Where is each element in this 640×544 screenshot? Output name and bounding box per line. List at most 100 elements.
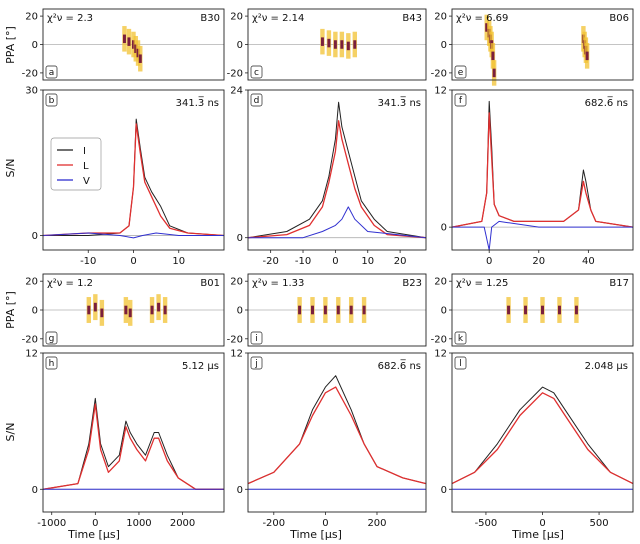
ppa-point [340, 40, 344, 49]
burst-label: B01 [200, 278, 220, 289]
panel-B17: 20 0 -20 χ²ν = 1.25 B17 k 12 0 -500 0 500 2.048 μs l [431, 273, 634, 529]
sn-axis-label-top: S/N [4, 159, 17, 178]
ppa-point [323, 305, 327, 315]
legend-box [50, 137, 102, 191]
ppa-axis-label-bottom: PPA [°] [4, 291, 17, 329]
xtick-label: 0 [332, 256, 338, 267]
sn-frame [247, 352, 427, 513]
xtick-label: 0 [92, 518, 98, 529]
resolution-label: 682.6̅ ns [585, 96, 628, 109]
panel-B06: 20 0 -20 χ²ν = 6.69 B06 e 12 0 0 20 40 682.6̅ ns f [431, 8, 634, 267]
ppa-point [362, 305, 366, 315]
legend: ILV [50, 137, 102, 191]
sn-letter-box [45, 356, 58, 370]
ppa-point [150, 305, 154, 315]
ppa-ytick-label: -20 [227, 334, 243, 345]
chi-square-label: χ²ν = 2.14 [252, 13, 304, 24]
xtick-label: 0 [539, 518, 545, 529]
legend-label-V: V [83, 176, 90, 187]
xtick-label: -1000 [37, 518, 66, 529]
xtick-label: 20 [394, 256, 407, 267]
xtick-label: -20 [262, 256, 278, 267]
ppa-panel-letter: k [458, 334, 464, 344]
xtick-label: -10 [80, 256, 96, 267]
ppa-point [138, 54, 142, 63]
sn-ytick-label: 12 [434, 349, 447, 360]
sn-ytick-label: 0 [441, 223, 447, 234]
sn-ytick-label: 24 [230, 86, 243, 97]
ppa-ytick-label: 20 [434, 12, 447, 23]
ppa-ytick-label: -20 [22, 68, 38, 79]
series-V [42, 232, 224, 239]
xtick-label: 40 [582, 256, 595, 267]
sn-panel-letter: l [459, 359, 462, 369]
ppa-point [574, 305, 578, 315]
sn-letter-box [454, 356, 467, 370]
ppa-ytick-label: 0 [237, 306, 243, 317]
ppa-point [163, 305, 167, 315]
ppa-ytick-label: 20 [434, 277, 447, 288]
ppa-letter-box [45, 65, 58, 79]
sn-ytick-label: 12 [434, 86, 447, 97]
sn-frame [247, 89, 427, 251]
ppa-point [100, 308, 104, 318]
sn-ytick-label: 30 [25, 86, 38, 97]
xtick-label: -10 [295, 256, 311, 267]
series-L [247, 386, 427, 485]
sn-ytick-label: 12 [25, 349, 38, 360]
chi-square-label: χ²ν = 6.69 [456, 13, 508, 24]
ppa-ytick-label: 0 [441, 40, 447, 51]
ppa-letter-box [250, 331, 263, 345]
resolution-label: 682.6̅ ns [378, 359, 421, 372]
sn-ytick-label: 0 [237, 485, 243, 496]
ppa-letter-box [250, 65, 263, 79]
ppa-point [93, 302, 97, 312]
ppa-point [128, 308, 132, 318]
series-V [452, 220, 633, 251]
ppa-point [320, 37, 324, 46]
series-I [451, 100, 634, 228]
burst-label: B06 [609, 13, 629, 24]
burst-label: B43 [402, 13, 422, 24]
chi-square-label: χ²ν = 1.25 [456, 278, 508, 289]
series-I [42, 397, 224, 490]
sn-letter-box [250, 356, 263, 370]
ppa-panel-letter: i [255, 334, 258, 344]
sn-axis-label-bottom: S/N [4, 423, 17, 442]
ppa-ytick-label: 0 [32, 40, 38, 51]
xtick-label: 200 [367, 518, 386, 529]
resolution-label: 341.3̅ ns [378, 96, 421, 109]
ppa-panel-letter: c [254, 68, 259, 78]
legend-label-L: L [83, 161, 89, 172]
ppa-letter-box [45, 331, 58, 345]
ppa-point [485, 23, 489, 32]
sn-frame [42, 352, 225, 513]
ppa-ytick-label: -20 [227, 68, 243, 79]
series-I [247, 101, 427, 239]
sn-letter-box [454, 93, 467, 107]
burst-label: B23 [402, 278, 422, 289]
series-L [247, 120, 427, 239]
series-V [248, 206, 427, 239]
ppa-ytick-label: -20 [22, 334, 38, 345]
sn-panel-letter: j [254, 359, 258, 369]
ppa-point [346, 41, 350, 51]
ppa-panel-letter: a [49, 68, 55, 78]
xtick-label: 0 [486, 256, 492, 267]
series-L [42, 123, 225, 237]
sn-letter-box [45, 93, 58, 107]
xtick-label: 500 [590, 518, 609, 529]
ppa-point [524, 305, 528, 315]
ppa-point [124, 305, 128, 315]
series-I [247, 375, 427, 485]
ppa-point [557, 305, 561, 315]
ppa-point [157, 302, 161, 312]
xtick-label: 0 [130, 256, 136, 267]
ppa-point [541, 305, 544, 315]
panel-B01: 20 0 -20 χ²ν = 1.2 B01 g 12 0 -1000 0 1000 2000 5.12… [22, 273, 225, 529]
xtick-label: 10 [361, 256, 374, 267]
sn-frame [451, 352, 634, 513]
xtick-label: 10 [172, 256, 185, 267]
ppa-point [298, 305, 302, 315]
